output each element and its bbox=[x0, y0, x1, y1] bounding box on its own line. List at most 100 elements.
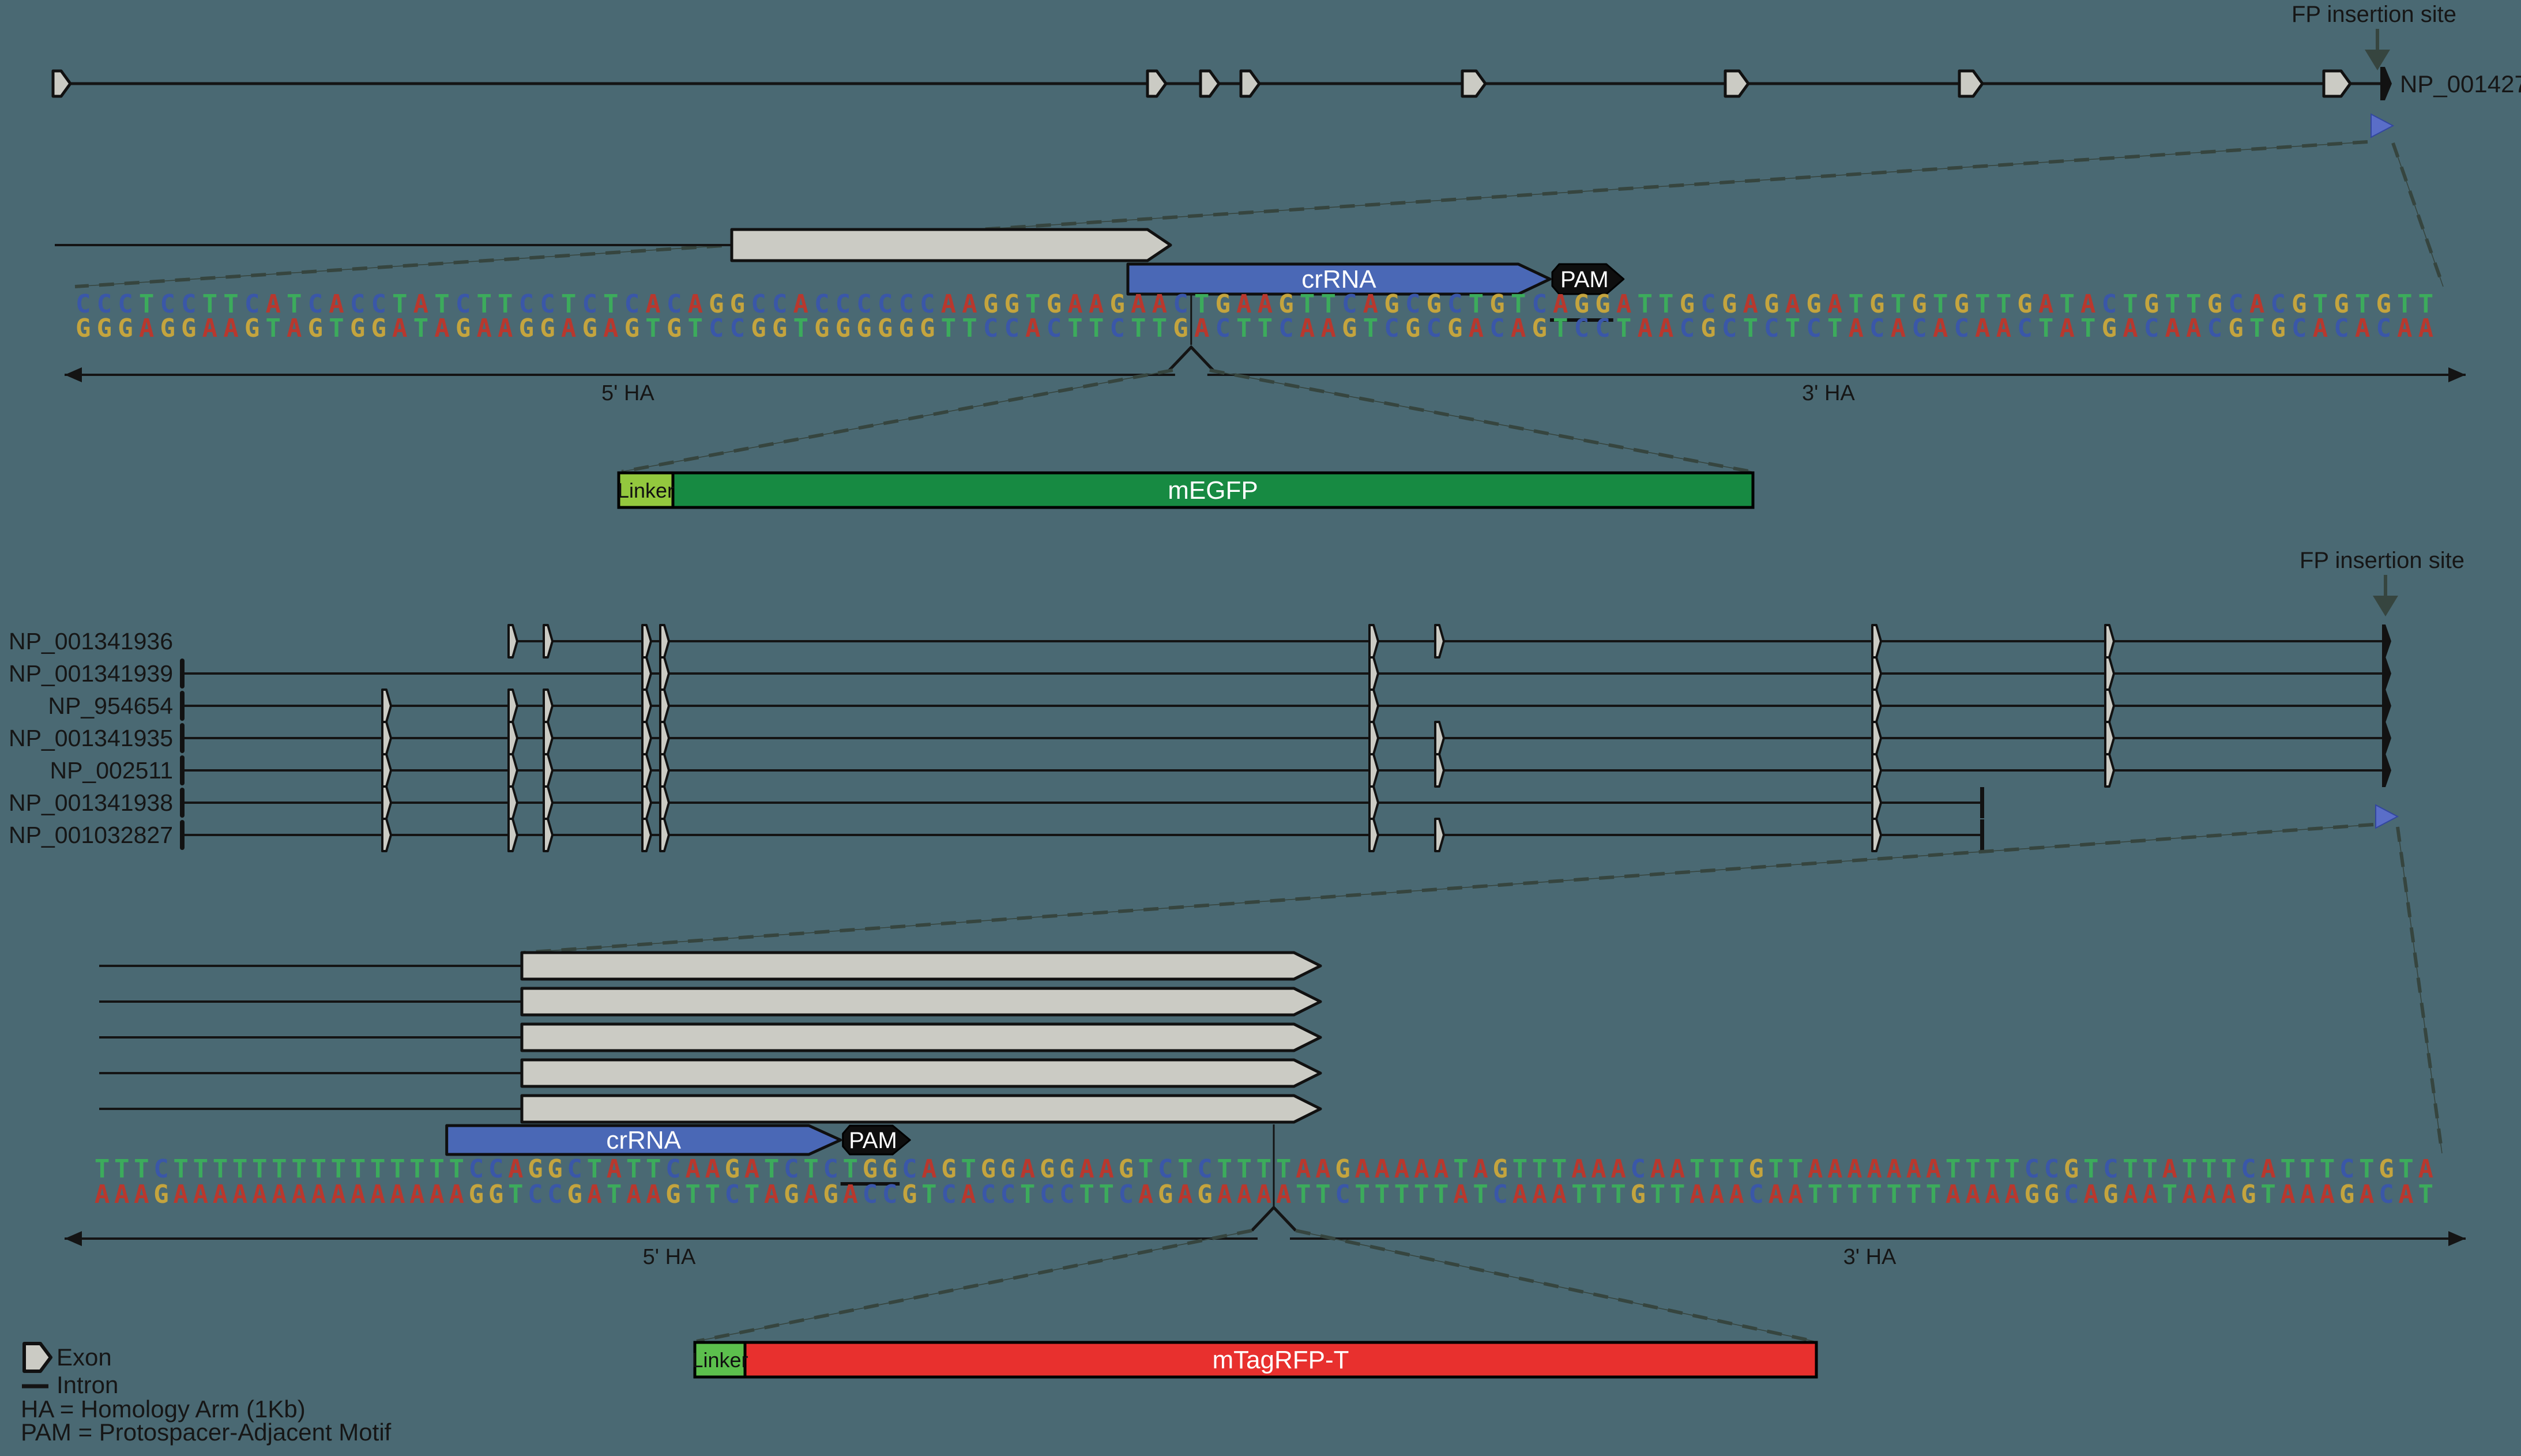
zoom-guide-topfp-right bbox=[1209, 368, 1752, 473]
bottom-pam-badge bbox=[842, 1124, 911, 1156]
top-gene-exon bbox=[2322, 69, 2352, 98]
transcript-start-bracket bbox=[180, 820, 185, 850]
transcript-exon bbox=[507, 721, 518, 755]
transcript-exon bbox=[659, 624, 670, 659]
top-fp-label: mEGFP bbox=[1168, 476, 1258, 505]
legend-ha-definition: HA = Homology Arm (1Kb) bbox=[21, 1395, 306, 1423]
transcript-start-bracket bbox=[180, 788, 185, 818]
top-insertion-caret-icon bbox=[1168, 345, 1214, 371]
bottom-pam-underline bbox=[840, 1182, 900, 1186]
transcript-end-bar bbox=[1980, 787, 1984, 818]
transcript-exon bbox=[1368, 785, 1379, 820]
top-left-arrowhead-icon bbox=[65, 367, 82, 382]
transcript-start-bracket bbox=[180, 723, 185, 753]
top-right-arrowhead-icon bbox=[2448, 367, 2466, 382]
transcript-exon bbox=[659, 753, 670, 788]
transcript-exon bbox=[641, 721, 652, 755]
transcript-exon bbox=[381, 753, 392, 788]
top-pam-badge bbox=[1551, 263, 1625, 295]
transcript-exon bbox=[641, 624, 652, 659]
top-crrna-label: crRNA bbox=[1301, 265, 1376, 294]
transcripts-fp-insertion-site-arrow-icon bbox=[2373, 596, 2398, 616]
transcript-exon bbox=[381, 721, 392, 755]
top-gene-exon bbox=[1239, 69, 1261, 98]
bottom-insertion-caret-icon bbox=[1251, 1205, 1297, 1232]
zoom-guide-bottomfp-left bbox=[696, 1229, 1252, 1343]
transcript-end-arrow bbox=[2382, 689, 2391, 723]
transcript-exon bbox=[1368, 689, 1379, 723]
bottom-linker-box bbox=[693, 1341, 747, 1379]
bottom-5ha-label: 5' HA bbox=[643, 1245, 696, 1269]
bottom-linker-label: Linker bbox=[691, 1348, 748, 1372]
transcript-exon bbox=[2104, 624, 2115, 659]
transcript-exon bbox=[641, 785, 652, 820]
zoom-guide-bottomfp-right bbox=[1295, 1229, 1815, 1343]
transcript-exon bbox=[2104, 689, 2115, 723]
top-gene-name: NP_001427 bbox=[2400, 70, 2521, 97]
top-gene-exon bbox=[1199, 69, 1221, 98]
transcripts-fp-insertion-site-label: FP insertion site bbox=[2300, 548, 2464, 573]
transcript-exon bbox=[2104, 753, 2115, 788]
transcript-end-arrow bbox=[2382, 754, 2391, 787]
transcript-exon bbox=[2104, 721, 2115, 755]
top-gene-exon bbox=[1958, 69, 1984, 98]
zoom-guide-topgene-right-thin bbox=[2392, 142, 2444, 287]
transcript-exon bbox=[641, 753, 652, 788]
transcript-name: NP_001032827 bbox=[9, 822, 173, 848]
top-3ha-label: 3' HA bbox=[1802, 381, 1855, 405]
top-gene-exon bbox=[1461, 69, 1487, 98]
bottom-zoom-exon-box bbox=[520, 1058, 1322, 1088]
transcript-exon bbox=[507, 785, 518, 820]
transcript-name: NP_002511 bbox=[50, 757, 173, 784]
top-fp-insertion-site-label: FP insertion site bbox=[2292, 2, 2456, 27]
transcript-exon bbox=[507, 753, 518, 788]
transcript-exon bbox=[507, 689, 518, 723]
bottom-zoom-exon-box bbox=[520, 1094, 1322, 1124]
transcript-start-bracket bbox=[180, 659, 185, 689]
transcript-exon bbox=[1434, 721, 1445, 755]
bottom-left-arrowhead-icon bbox=[65, 1231, 82, 1246]
top-fp-insertion-site-arrow-icon bbox=[2365, 50, 2390, 70]
transcript-exon bbox=[659, 818, 670, 852]
top-linker-label: Linker bbox=[618, 479, 674, 502]
transcript-end-arrow bbox=[2382, 721, 2391, 755]
transcript-exon bbox=[641, 689, 652, 723]
top-5ha-label: 5' HA bbox=[601, 381, 654, 405]
transcript-exon bbox=[659, 785, 670, 820]
transcript-exon bbox=[1871, 785, 1882, 820]
bottom-fp-label: mTagRFP-T bbox=[1212, 1346, 1349, 1374]
transcript-name: NP_001341939 bbox=[9, 660, 173, 687]
transcript-exon bbox=[659, 656, 670, 691]
transcript-exon bbox=[1871, 624, 1882, 659]
transcript-exon bbox=[1368, 721, 1379, 755]
zoom-guide-topgene-left bbox=[74, 140, 2368, 288]
bottom-zoom-exon-box bbox=[520, 1022, 1322, 1052]
transcript-end-bar bbox=[1980, 819, 1984, 851]
bottom-pam-label: PAM bbox=[849, 1128, 897, 1153]
transcript-exon bbox=[543, 689, 554, 723]
legend-exon-label: Exon bbox=[57, 1344, 112, 1371]
transcript-exon bbox=[2104, 656, 2115, 691]
transcript-exon bbox=[543, 753, 554, 788]
top-gene-exon bbox=[1146, 69, 1168, 98]
transcript-exon bbox=[1368, 624, 1379, 659]
transcript-exon bbox=[543, 785, 554, 820]
transcript-exon bbox=[641, 818, 652, 852]
transcript-exon bbox=[641, 656, 652, 691]
transcript-end-arrow bbox=[2382, 657, 2391, 690]
transcripts-insertion-flag-icon bbox=[2375, 804, 2399, 829]
top-crrna-arrow bbox=[1126, 262, 1552, 296]
zoom-guide-transcripts-left bbox=[523, 823, 2374, 954]
transcript-exon bbox=[1434, 753, 1445, 788]
top-pam-underline bbox=[1550, 318, 1613, 322]
transcript-exon bbox=[1368, 656, 1379, 691]
transcript-start-bracket bbox=[180, 691, 185, 721]
transcript-end-arrow bbox=[2382, 624, 2391, 658]
legend-intron-label: Intron bbox=[57, 1371, 118, 1398]
transcript-exon bbox=[1871, 753, 1882, 788]
